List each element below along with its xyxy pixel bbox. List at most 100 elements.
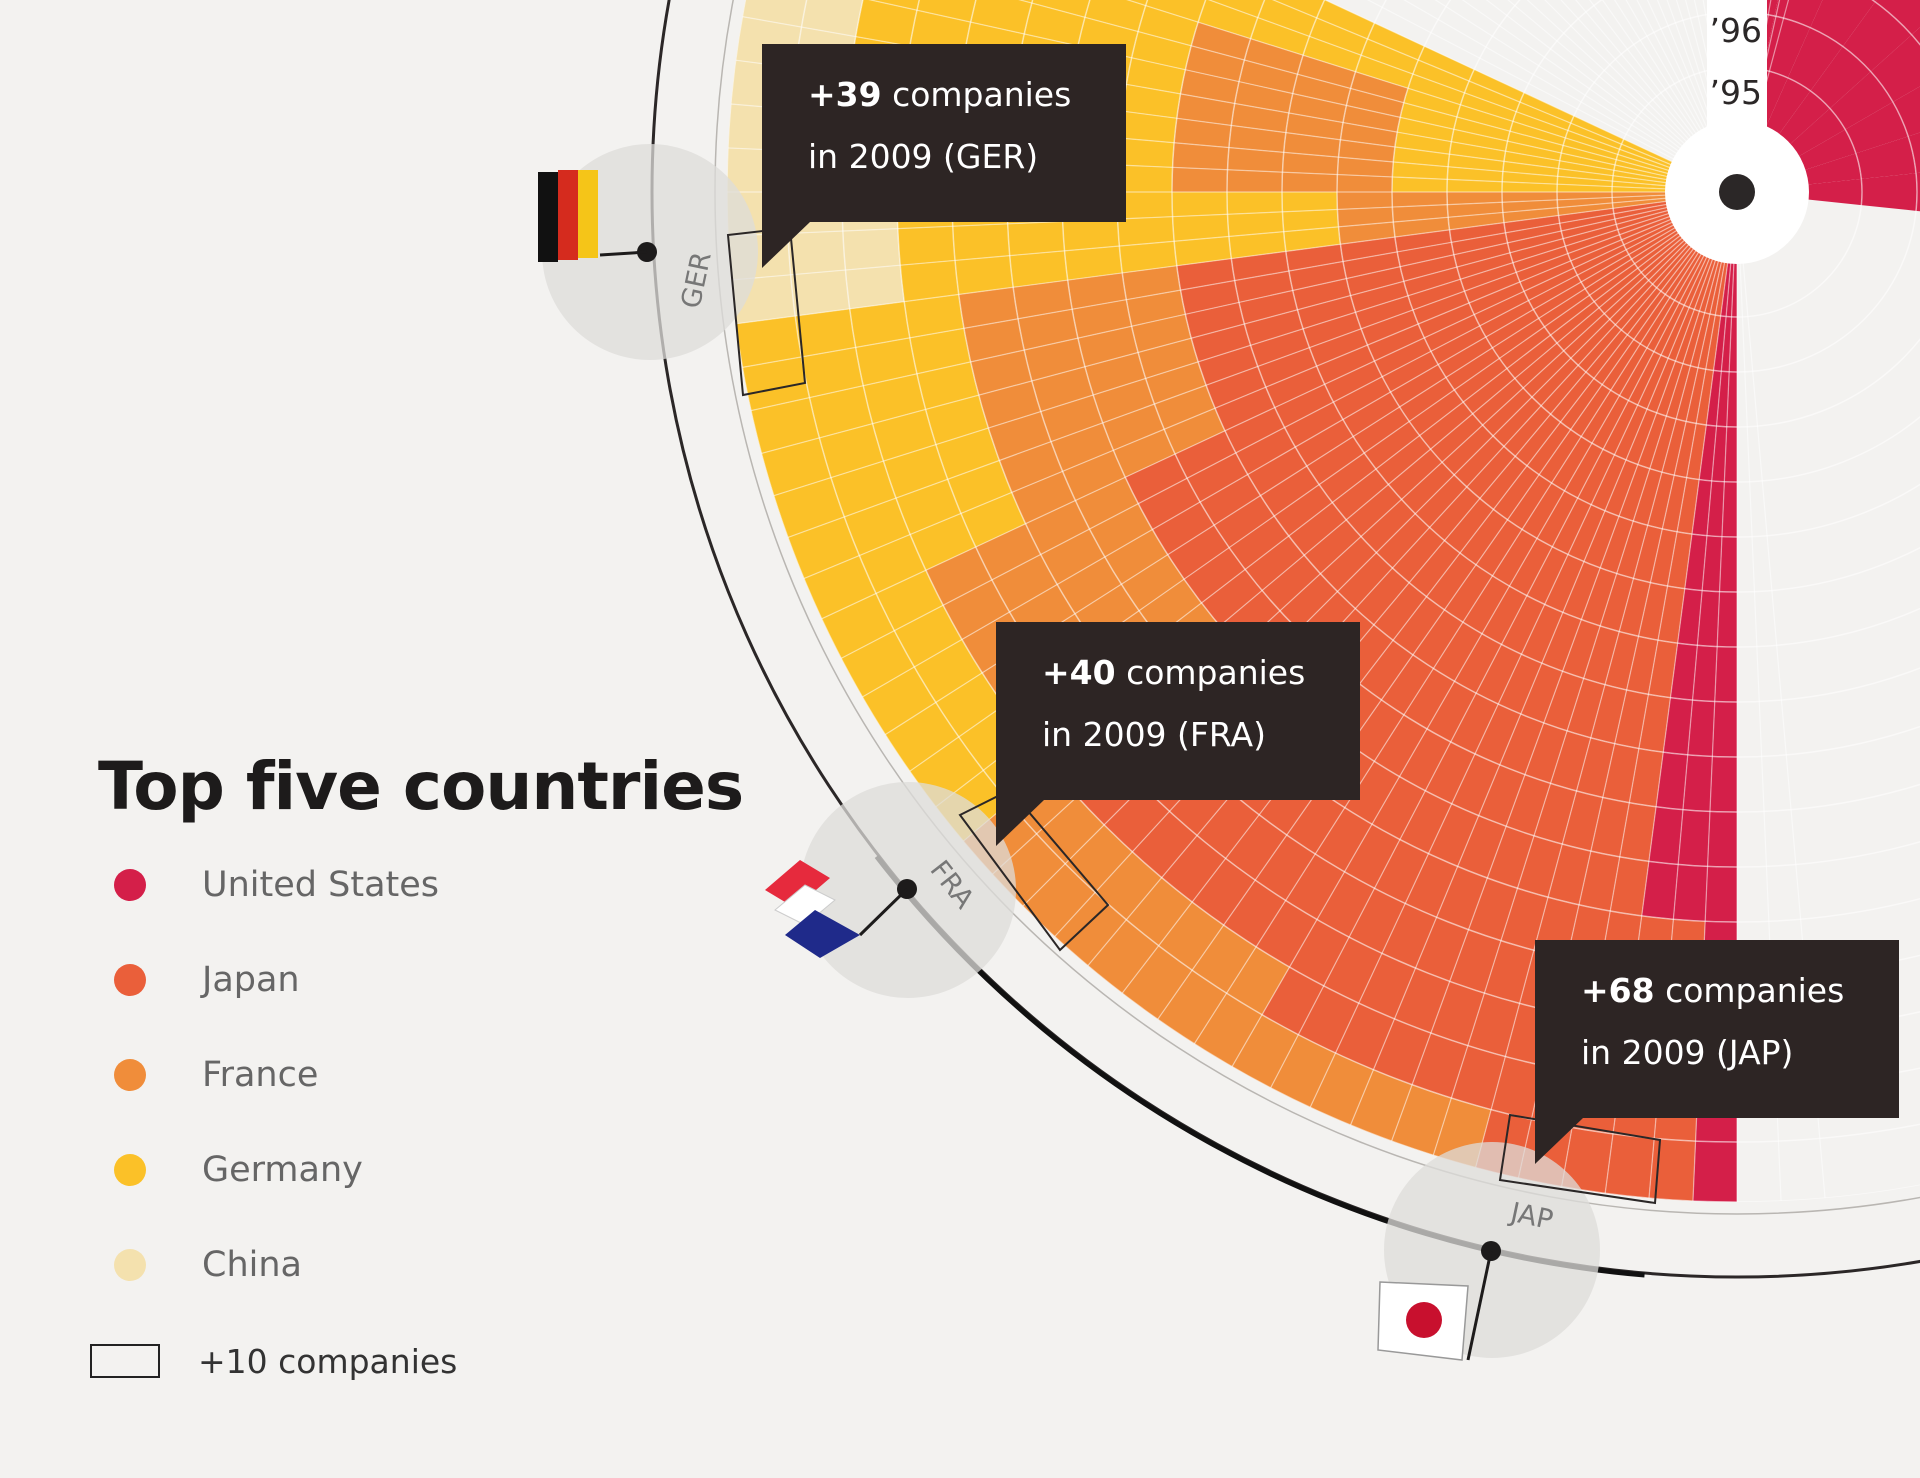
heatmap-cell bbox=[1476, 519, 1523, 576]
heatmap-cell bbox=[1512, 246, 1568, 273]
heatmap-cell bbox=[1674, 252, 1705, 303]
callout-value: +39 bbox=[808, 75, 882, 114]
heatmap-cell bbox=[1282, 192, 1338, 212]
callout-line-2: in 2009 (JAP) bbox=[1581, 1033, 1793, 1072]
heatmap-cell bbox=[1309, 328, 1368, 367]
heatmap-cell bbox=[1062, 450, 1126, 501]
germany-flag-icon bbox=[538, 170, 648, 262]
grid-spoke bbox=[742, 203, 1669, 368]
legend-item-japan: Japan bbox=[114, 955, 300, 1005]
heatmap-cell bbox=[1691, 479, 1712, 536]
heatmap-cell bbox=[1517, 835, 1563, 898]
heatmap-cell bbox=[1460, 262, 1517, 292]
heatmap-cell bbox=[1482, 387, 1532, 436]
heatmap-cell bbox=[1409, 540, 1461, 597]
heatmap-cell bbox=[1436, 866, 1488, 930]
heatmap-cell bbox=[1709, 756, 1737, 812]
heatmap-cell bbox=[1235, 427, 1296, 475]
heatmap-cell bbox=[1557, 197, 1613, 208]
heatmap-cell bbox=[1567, 678, 1606, 738]
callout-unit: companies bbox=[882, 75, 1072, 114]
heatmap-cell bbox=[1346, 88, 1404, 118]
heatmap-cell bbox=[1660, 247, 1697, 295]
heatmap-cell bbox=[1007, 221, 1065, 256]
grid-spoke bbox=[1271, 0, 1673, 166]
grid-spoke bbox=[1054, 243, 1691, 938]
heatmap-cell bbox=[1089, 503, 1153, 557]
heatmap-cell bbox=[1537, 490, 1578, 547]
heatmap-cell bbox=[1561, 1127, 1614, 1194]
heatmap-cell bbox=[894, 605, 962, 667]
heatmap-cell bbox=[1223, 880, 1286, 947]
heatmap-cell bbox=[1617, 149, 1672, 171]
hub-center-dot bbox=[1719, 174, 1755, 210]
heatmap-cell bbox=[1117, 192, 1173, 220]
heatmap-cell bbox=[1492, 318, 1545, 359]
heatmap-cell bbox=[1510, 121, 1566, 146]
heatmap-cell bbox=[1602, 339, 1641, 391]
heatmap-cell bbox=[1187, 452, 1248, 502]
heatmap-cell bbox=[1604, 276, 1649, 320]
heatmap-cell bbox=[1559, 213, 1615, 231]
heatmap-cell bbox=[1121, 554, 1185, 611]
heatmap-cell bbox=[1403, 267, 1461, 296]
heatmap-cell bbox=[1467, 993, 1520, 1057]
legend-item-united-states: United States bbox=[114, 860, 439, 910]
grid-spoke bbox=[1601, 0, 1698, 136]
heatmap-cell bbox=[1232, 1014, 1299, 1088]
heatmap-cell bbox=[1262, 555, 1321, 611]
heatmap-cell bbox=[1292, 74, 1351, 106]
heatmap-cell bbox=[1485, 309, 1539, 348]
callout-box bbox=[1535, 940, 1899, 1118]
heatmap-cell bbox=[1698, 314, 1716, 370]
heatmap-cell bbox=[1145, 361, 1207, 405]
heatmap-cell bbox=[958, 287, 1019, 329]
heatmap-cell bbox=[1623, 221, 1675, 250]
grid-spoke bbox=[1560, 0, 1691, 141]
heatmap-cell bbox=[1686, 423, 1707, 480]
heatmap-cell bbox=[960, 492, 1026, 547]
heatmap-cell bbox=[1726, 371, 1737, 427]
heatmap-cell bbox=[1337, 207, 1394, 227]
heatmap-cell bbox=[761, 437, 831, 496]
heatmap-cell bbox=[1409, 389, 1464, 436]
heatmap-cell bbox=[1184, 547, 1246, 603]
heatmap-cell bbox=[1454, 435, 1504, 487]
heatmap-cell bbox=[1418, 302, 1475, 338]
heatmap-cell bbox=[1506, 774, 1551, 836]
heatmap-cell bbox=[1676, 365, 1699, 422]
heatmap-cell bbox=[1674, 421, 1697, 478]
heatmap-cell bbox=[1634, 232, 1682, 269]
heatmap-cell bbox=[1119, 111, 1177, 143]
heatmap-cell bbox=[1686, 367, 1706, 424]
heatmap-cell bbox=[1119, 241, 1177, 273]
heatmap-cell bbox=[1558, 160, 1614, 176]
heatmap-cell bbox=[1505, 141, 1562, 161]
heatmap-cell bbox=[742, 356, 810, 411]
heatmap-cell bbox=[1454, 358, 1507, 403]
heatmap-cell bbox=[1577, 249, 1629, 282]
heatmap-cell bbox=[1797, 129, 1856, 171]
heatmap-cell bbox=[1392, 527, 1445, 583]
heatmap-cell bbox=[1419, 402, 1473, 450]
heatmap-cell bbox=[1670, 643, 1698, 701]
heatmap-cell bbox=[1647, 358, 1676, 413]
heatmap-cell bbox=[1724, 426, 1737, 482]
heatmap-cell bbox=[1323, 937, 1383, 1004]
heatmap-cell bbox=[1372, 776, 1426, 840]
heatmap-cell bbox=[970, 0, 1032, 34]
heatmap-cell bbox=[1316, 0, 1375, 39]
grid-spoke bbox=[1323, 0, 1674, 163]
heatmap-cell bbox=[1227, 169, 1283, 192]
heatmap-cell bbox=[1699, 424, 1717, 481]
heatmap-cell bbox=[916, 0, 976, 23]
heatmap-cell bbox=[1626, 224, 1677, 255]
heatmap-cell bbox=[1690, 312, 1710, 368]
heatmap-cell bbox=[1715, 260, 1728, 316]
heatmap-cell bbox=[1619, 215, 1673, 240]
heatmap-cell bbox=[819, 423, 884, 478]
heatmap-cell bbox=[1152, 502, 1215, 555]
heatmap-cell bbox=[1239, 290, 1298, 324]
heatmap-cell bbox=[1526, 422, 1571, 475]
heatmap-cell bbox=[1531, 358, 1579, 406]
